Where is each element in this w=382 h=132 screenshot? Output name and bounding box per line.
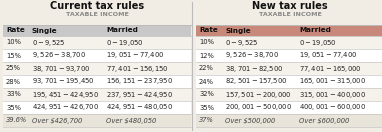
Text: $77,401 - $165,000: $77,401 - $165,000 bbox=[299, 63, 362, 74]
Text: $9,526 - $38,700: $9,526 - $38,700 bbox=[32, 51, 86, 60]
Text: Current tax rules: Current tax rules bbox=[50, 1, 144, 11]
Text: $77,401 - $156,150: $77,401 - $156,150 bbox=[106, 63, 168, 74]
Text: $0 - $9,525: $0 - $9,525 bbox=[225, 37, 258, 48]
Text: 10%: 10% bbox=[6, 39, 21, 46]
Text: 35%: 35% bbox=[6, 105, 21, 110]
Text: $424,951 - $426,700: $424,951 - $426,700 bbox=[32, 103, 99, 112]
Text: 35%: 35% bbox=[199, 105, 214, 110]
Text: $0 - $19,050: $0 - $19,050 bbox=[299, 37, 337, 48]
Text: $82,501 - $157,500: $82,501 - $157,500 bbox=[225, 77, 287, 86]
Text: New tax rules: New tax rules bbox=[252, 1, 328, 11]
Text: $200,001 - $500,000: $200,001 - $500,000 bbox=[225, 103, 292, 112]
Text: $38,701 - $82,500: $38,701 - $82,500 bbox=[225, 63, 283, 74]
Bar bbox=[3, 62, 191, 75]
Bar bbox=[196, 88, 382, 101]
Text: Over $426,700: Over $426,700 bbox=[32, 117, 82, 124]
Bar bbox=[196, 75, 382, 88]
Text: $157,501 - $200,000: $157,501 - $200,000 bbox=[225, 89, 291, 100]
Text: $19,051 - $77,400: $19,051 - $77,400 bbox=[299, 51, 357, 60]
Text: $156,151 - $237,950: $156,151 - $237,950 bbox=[106, 77, 173, 86]
Text: $165,001 - $315,000: $165,001 - $315,000 bbox=[299, 77, 366, 86]
Text: 22%: 22% bbox=[199, 65, 214, 72]
Text: 15%: 15% bbox=[6, 53, 21, 58]
Text: 37%: 37% bbox=[199, 117, 214, 124]
Bar bbox=[196, 114, 382, 127]
Text: Single: Single bbox=[225, 27, 251, 34]
Text: Over $600,000: Over $600,000 bbox=[299, 117, 349, 124]
Bar bbox=[3, 25, 191, 36]
Text: 39.6%: 39.6% bbox=[6, 117, 27, 124]
Bar bbox=[3, 101, 191, 114]
Bar bbox=[3, 49, 191, 62]
Text: Rate: Rate bbox=[199, 27, 218, 34]
Text: $93,701 - $195,450: $93,701 - $195,450 bbox=[32, 77, 95, 86]
Bar bbox=[3, 114, 191, 127]
Text: Over $480,050: Over $480,050 bbox=[106, 117, 156, 124]
Text: TAXABLE INCOME: TAXABLE INCOME bbox=[66, 12, 128, 17]
Bar bbox=[196, 62, 382, 75]
Text: 28%: 28% bbox=[6, 79, 21, 84]
Text: $9,526 - $38,700: $9,526 - $38,700 bbox=[225, 51, 279, 60]
Text: 10%: 10% bbox=[199, 39, 214, 46]
Bar bbox=[196, 25, 382, 36]
Text: $237,951 - $424,950: $237,951 - $424,950 bbox=[106, 89, 173, 100]
Text: TAXABLE INCOME: TAXABLE INCOME bbox=[259, 12, 321, 17]
Text: 12%: 12% bbox=[199, 53, 214, 58]
Bar bbox=[3, 36, 191, 49]
Bar bbox=[196, 101, 382, 114]
Text: Married: Married bbox=[299, 27, 331, 34]
Bar bbox=[196, 49, 382, 62]
Text: Rate: Rate bbox=[6, 27, 25, 34]
Text: $19,051 - $77,400: $19,051 - $77,400 bbox=[106, 51, 164, 60]
Text: $0 - $9,525: $0 - $9,525 bbox=[32, 37, 65, 48]
Bar bbox=[3, 88, 191, 101]
Text: Over $500,000: Over $500,000 bbox=[225, 117, 275, 124]
Text: 24%: 24% bbox=[199, 79, 214, 84]
Bar bbox=[3, 75, 191, 88]
Text: $0 - $19,050: $0 - $19,050 bbox=[106, 37, 144, 48]
Text: $38,701 - $93,700: $38,701 - $93,700 bbox=[32, 63, 91, 74]
Text: 25%: 25% bbox=[6, 65, 21, 72]
Text: Married: Married bbox=[106, 27, 138, 34]
Text: 32%: 32% bbox=[199, 91, 214, 98]
Text: $424,951 - $480,050: $424,951 - $480,050 bbox=[106, 103, 173, 112]
Text: $195,451 - $424,950: $195,451 - $424,950 bbox=[32, 89, 99, 100]
Text: $400,001 - $600,000: $400,001 - $600,000 bbox=[299, 103, 366, 112]
Text: 33%: 33% bbox=[6, 91, 21, 98]
Text: Single: Single bbox=[32, 27, 58, 34]
Bar bbox=[196, 36, 382, 49]
Text: $315,001 - $400,000: $315,001 - $400,000 bbox=[299, 89, 366, 100]
